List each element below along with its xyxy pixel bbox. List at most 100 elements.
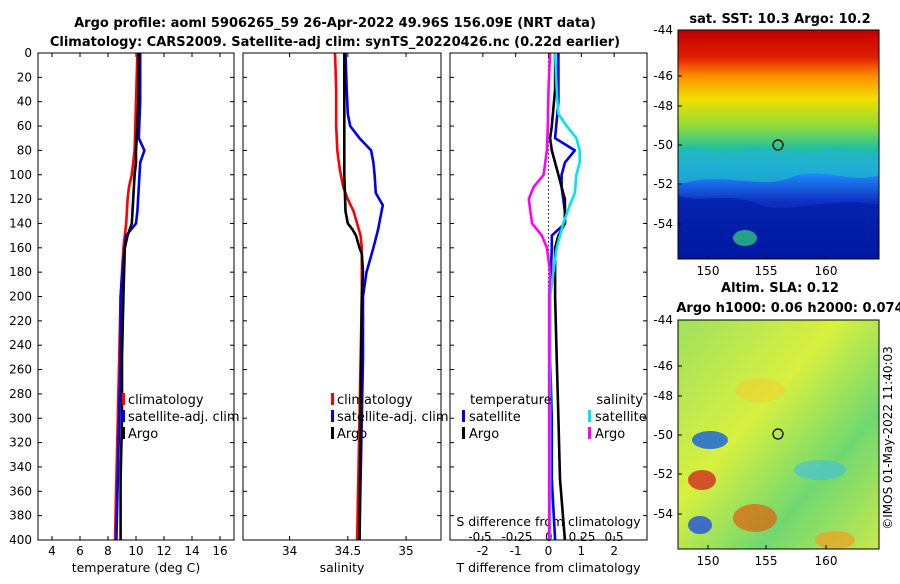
depth-tick-label: 400 [9, 533, 32, 547]
sst-argo-location-marker [772, 139, 784, 151]
lat-tick-label: -46 [653, 69, 673, 83]
x-tick-label: 4 [48, 544, 56, 558]
depth-tick-label: 200 [9, 290, 32, 304]
lon-tick-label: 155 [755, 554, 778, 568]
legend-label: climatology [128, 393, 204, 408]
sla-high-1 [688, 470, 716, 490]
lon-tick-label: 150 [697, 554, 720, 568]
lon-tick-label: 160 [815, 554, 838, 568]
x-tick-label: 12 [156, 544, 171, 558]
legend-swatch [331, 427, 334, 439]
lon-tick-label: 150 [697, 264, 720, 278]
x-tick-label: 35 [398, 544, 413, 558]
x-axis-label: T difference from climatology [455, 560, 641, 575]
depth-tick-label: 20 [17, 70, 32, 84]
lat-tick-label: -44 [653, 23, 673, 37]
lat-tick-label: -44 [653, 313, 673, 327]
x-tick-label: -2 [477, 544, 489, 558]
lat-tick-label: -54 [653, 217, 673, 231]
legend-swatch [462, 410, 465, 422]
depth-tick-label: 100 [9, 168, 32, 182]
axes-frame [37, 52, 235, 541]
legend-label: satellite-adj. clim [128, 410, 240, 425]
sla-argo-location-marker [772, 428, 784, 440]
s-tick-label: 0.5 [604, 530, 623, 544]
title-line2: Climatology: CARS2009. Satellite-adj cli… [50, 35, 620, 50]
sla-low-2 [688, 516, 712, 534]
sst-eddy [733, 230, 757, 246]
sla-map-ticks: -44 -46 -48 -50 -52 -54 150 155 160 [653, 313, 837, 568]
lon-tick-label: 160 [815, 264, 838, 278]
legend-swatch [122, 427, 125, 439]
x-tick-label: 10 [128, 544, 143, 558]
lat-tick-label: -48 [653, 389, 673, 403]
legend-label: Argo [469, 427, 499, 442]
legend-swatch [588, 427, 591, 439]
depth-tick-label: 280 [9, 387, 32, 401]
series-line-climatology [113, 52, 139, 541]
legend-label: Argo [337, 427, 367, 442]
sst-map: -44 -46 -48 -50 -52 -54 150 155 160 [653, 23, 880, 278]
series-line-argo [342, 53, 365, 541]
legend-swatch [122, 393, 125, 405]
sst-cold-region [678, 195, 879, 259]
legend-swatch [122, 410, 125, 422]
lon-tick-label: 155 [755, 264, 778, 278]
lat-tick-label: -48 [653, 99, 673, 113]
lat-tick-label: -52 [653, 177, 673, 191]
legend-salinity-title: salinity [596, 393, 643, 408]
s-tick-label: -0.25 [501, 530, 532, 544]
imos-credit: ©IMOS 01-May-2022 11:40:03 [881, 346, 895, 530]
x-tick-label: 8 [104, 544, 112, 558]
depth-tick-label: 120 [9, 192, 32, 206]
sla-map-title-2: Argo h1000: 0.06 h2000: 0.074 [676, 301, 900, 316]
legend-label: Argo [128, 427, 158, 442]
x-tick-label: 2 [610, 544, 618, 558]
depth-tick-label: 320 [9, 436, 32, 450]
x-tick-label: 34.5 [334, 544, 361, 558]
depth-tick-label: 60 [17, 119, 32, 133]
x-axis-label: temperature (deg C) [72, 560, 201, 575]
sst-map-ticks: -44 -46 -48 -50 -52 -54 150 155 160 [653, 23, 837, 278]
lat-tick-label: -54 [653, 507, 673, 521]
sla-low-1 [692, 431, 728, 449]
x-tick-label: 6 [76, 544, 84, 558]
legend-swatch [331, 410, 334, 422]
depth-tick-label: 0 [24, 46, 32, 60]
sla-high-4 [735, 378, 785, 402]
depth-tick-label: 380 [9, 509, 32, 523]
s-tick-label: 0.25 [569, 530, 596, 544]
legend-swatch [331, 393, 334, 405]
lat-tick-label: -46 [653, 359, 673, 373]
lat-tick-label: -50 [653, 428, 673, 442]
legend-label: satellite-adj. clim [337, 410, 449, 425]
legend-swatch [462, 427, 465, 439]
title-line1: Argo profile: aoml 5906265_59 26-Apr-202… [74, 16, 596, 31]
depth-tick-label: 220 [9, 314, 32, 328]
sla-high-3 [815, 531, 855, 549]
series-line-satellite-adj-clim [115, 53, 146, 541]
sla-high-2 [733, 504, 777, 532]
legend-temperature-title: temperature [470, 393, 552, 408]
depth-tick-label: 240 [9, 338, 32, 352]
depth-tick-label: 180 [9, 265, 32, 279]
sla-map-title-1: Altim. SLA: 0.12 [721, 281, 839, 296]
x-tick-label: 0 [545, 544, 553, 558]
depth-tick-label: 40 [17, 95, 32, 109]
depth-tick-label: 340 [9, 460, 32, 474]
x-tick-label: 14 [184, 544, 199, 558]
x-tick-label: 1 [578, 544, 586, 558]
series-line-climatology [333, 52, 364, 541]
x-tick-label: 34 [282, 544, 297, 558]
sla-map: -44 -46 -48 -50 -52 -54 150 155 160 [653, 313, 880, 568]
salinity-panel: 34 34.5 35 salinity climatology satellite-adj… [242, 52, 449, 575]
depth-tick-label: 300 [9, 411, 32, 425]
s-tick-label: -0.5 [468, 530, 491, 544]
depth-tick-label: 160 [9, 241, 32, 255]
axes-frame [242, 52, 442, 541]
axes-frame [449, 52, 648, 541]
series-line-s-argo [527, 52, 552, 540]
sst-front-band [678, 147, 879, 185]
legend-label: Argo [595, 427, 625, 442]
